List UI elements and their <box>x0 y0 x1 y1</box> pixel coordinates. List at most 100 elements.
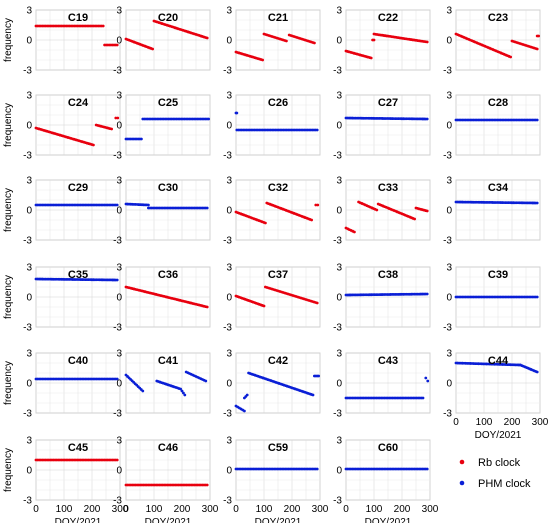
panel-title: C26 <box>268 97 288 109</box>
panel-title: C30 <box>158 182 178 194</box>
x-tick-label: 200 <box>174 504 191 515</box>
x-tick-label: 100 <box>56 504 73 515</box>
panel-title: C42 <box>268 355 288 367</box>
x-tick-label: 300 <box>532 417 549 428</box>
y-tick-label: 0 <box>26 36 32 47</box>
data-point <box>315 467 319 471</box>
panel-title: C37 <box>268 269 288 281</box>
data-point <box>262 304 266 308</box>
panel-title: C24 <box>68 97 89 109</box>
y-tick-label: 3 <box>116 91 122 102</box>
x-tick-label: 300 <box>202 504 219 515</box>
y-tick-label: 0 <box>26 121 32 132</box>
y-tick-label: 0 <box>336 293 342 304</box>
y-tick-label: -3 <box>333 151 342 162</box>
data-point <box>353 230 356 234</box>
y-tick-label: -3 <box>443 151 452 162</box>
y-tick-label: 0 <box>26 466 32 477</box>
data-point <box>425 117 429 121</box>
data-point <box>245 393 249 397</box>
data-point <box>115 458 119 462</box>
y-axis-label: frequency <box>3 275 14 319</box>
y-tick-label: -3 <box>113 496 122 507</box>
y-tick-label: 0 <box>446 121 452 132</box>
y-tick-label: -3 <box>223 236 232 247</box>
data-point <box>205 206 209 210</box>
panel-title: C40 <box>68 355 88 367</box>
y-tick-label: 3 <box>446 176 452 187</box>
panel-c21: -3 0 3 C21 <box>223 6 321 77</box>
panel-title: C22 <box>378 12 398 24</box>
y-tick-label: -3 <box>23 66 32 77</box>
data-point <box>115 377 119 381</box>
panel-c27: -3 0 3 C27 <box>333 91 431 162</box>
panel-title: C25 <box>158 97 178 109</box>
panel-c42: -3 0 3 C42 <box>223 349 321 420</box>
y-tick-label: 3 <box>26 6 32 17</box>
y-tick-label: -3 <box>23 496 32 507</box>
y-tick-label: 3 <box>116 6 122 17</box>
x-axis-label: DOY/2021 <box>475 430 522 441</box>
y-tick-label: 0 <box>446 206 452 217</box>
data-point <box>426 379 430 383</box>
data-point <box>425 209 429 213</box>
legend-marker-rb <box>459 459 465 465</box>
panel-title: C29 <box>68 182 88 194</box>
panel-title: C23 <box>488 12 508 24</box>
data-point <box>509 55 512 59</box>
y-tick-label: 3 <box>226 436 232 447</box>
panel-c26: -3 0 3 C26 <box>223 91 321 162</box>
panel-title: C39 <box>488 269 508 281</box>
y-tick-label: 3 <box>116 436 122 447</box>
y-tick-label: 3 <box>446 349 452 360</box>
data-point <box>115 278 119 282</box>
x-tick-label: 100 <box>366 504 383 515</box>
y-tick-label: -3 <box>333 409 342 420</box>
data-point <box>285 39 288 43</box>
panel-title: C21 <box>268 12 288 24</box>
x-tick-label: 100 <box>256 504 273 515</box>
y-tick-label: 0 <box>116 121 122 132</box>
panel-title: C43 <box>378 355 398 367</box>
y-tick-label: 3 <box>26 436 32 447</box>
legend-label: Rb clock <box>478 457 521 469</box>
data-point <box>205 36 209 40</box>
panel-c39: -3 0 3 C39 <box>443 263 541 334</box>
y-tick-label: 0 <box>226 466 232 477</box>
panel-title: C46 <box>158 442 178 454</box>
x-axis-label: DOY/2021 <box>255 517 302 523</box>
y-tick-label: -3 <box>23 409 32 420</box>
y-tick-label: 0 <box>116 466 122 477</box>
x-axis-label: DOY/2021 <box>365 517 412 523</box>
y-tick-label: 3 <box>116 349 122 360</box>
y-tick-label: 0 <box>336 121 342 132</box>
data-point <box>310 218 313 222</box>
panel-c28: -3 0 3 C28 <box>443 91 541 162</box>
y-tick-label: 0 <box>116 379 122 390</box>
legend-marker-phm <box>459 480 465 486</box>
data-point <box>313 41 316 45</box>
y-tick-label: -3 <box>223 66 232 77</box>
data-point <box>315 128 319 132</box>
data-point <box>264 221 267 225</box>
legend: Rb clock PHM clock <box>459 457 531 490</box>
data-point <box>261 58 264 62</box>
x-tick-label: 200 <box>284 504 301 515</box>
panel-title: C34 <box>488 182 509 194</box>
data-point <box>110 127 113 131</box>
panel-title: C35 <box>68 269 88 281</box>
y-tick-label: -3 <box>443 323 452 334</box>
y-tick-label: 0 <box>446 379 452 390</box>
y-tick-label: 3 <box>26 176 32 187</box>
panel-title: C44 <box>488 355 509 367</box>
y-axis-label: frequency <box>3 188 14 232</box>
x-tick-label: 200 <box>504 417 521 428</box>
y-tick-label: 3 <box>226 6 232 17</box>
data-point <box>424 376 428 380</box>
data-point <box>205 305 209 309</box>
x-tick-label: 200 <box>84 504 101 515</box>
y-tick-label: -3 <box>443 66 452 77</box>
